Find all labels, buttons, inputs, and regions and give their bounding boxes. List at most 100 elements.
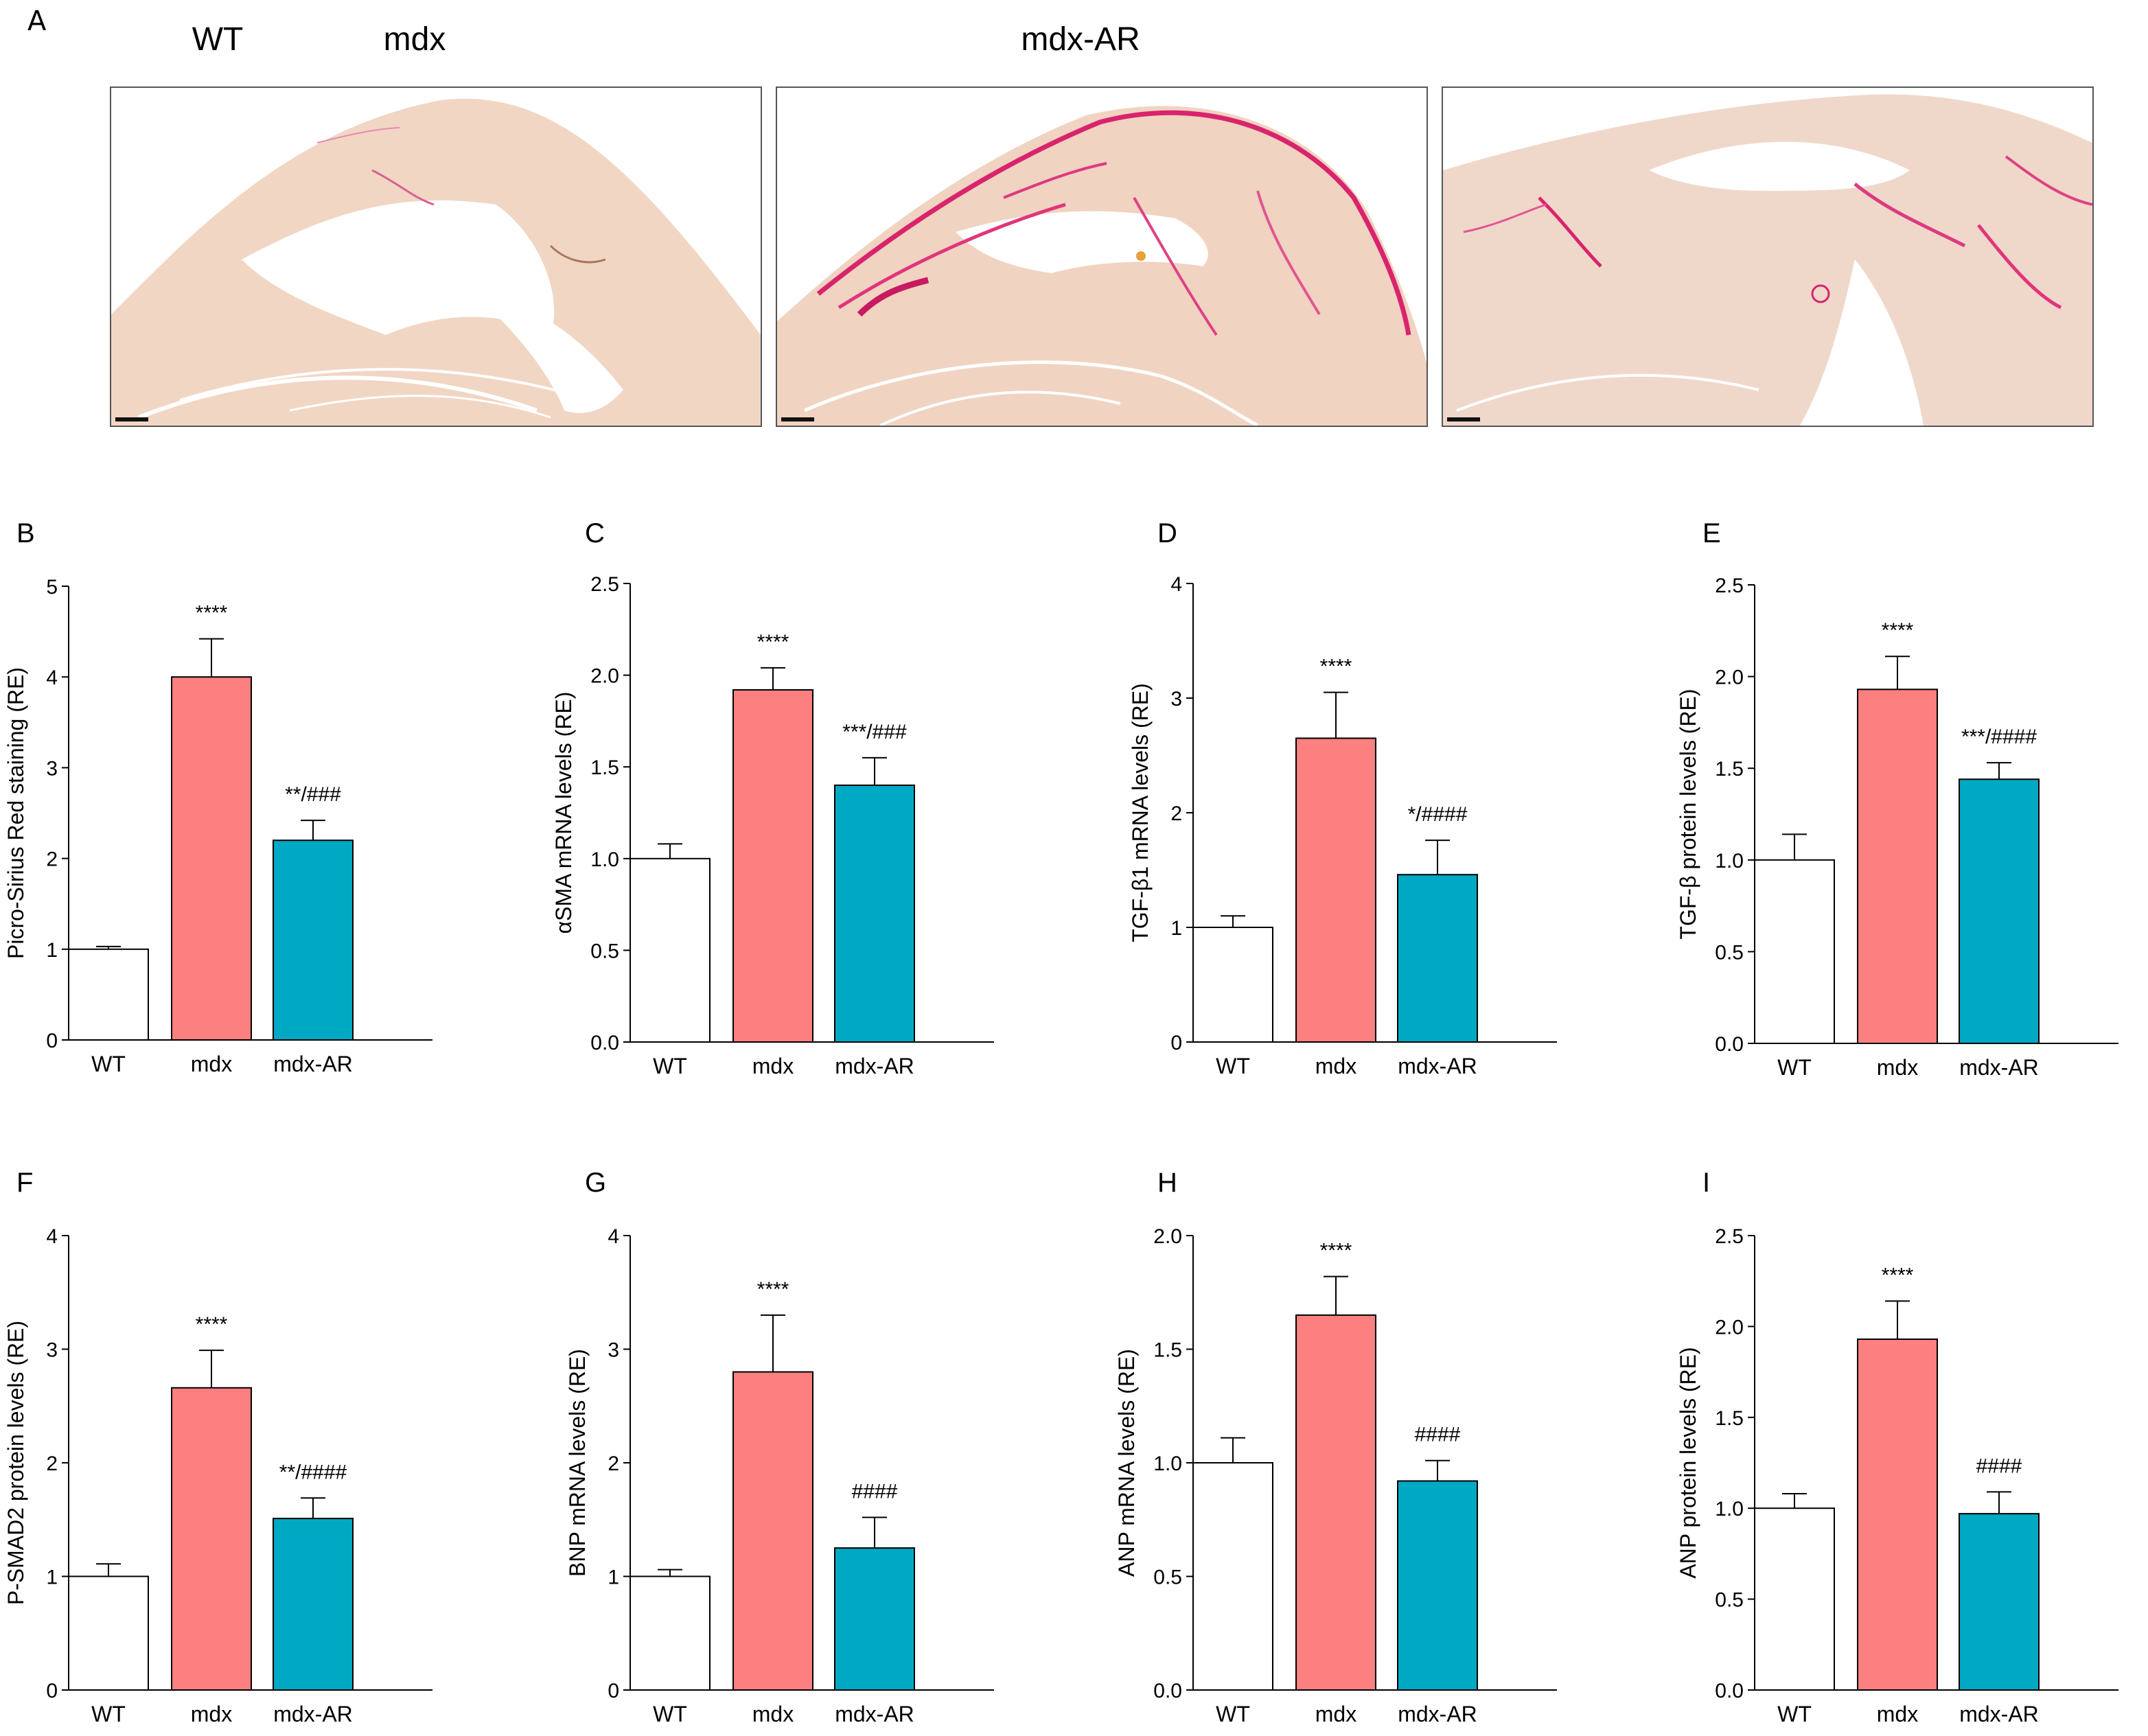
x-tick-label-h-mdx-ar: mdx-AR: [1398, 1702, 1477, 1726]
y-tick-label-d: 4: [1170, 573, 1182, 596]
bar-b-mdx: [171, 676, 252, 1041]
y-axis-label-d: TGF-β1 mRNA levels (RE): [1128, 683, 1153, 942]
bar-c-mdx-ar: [834, 784, 915, 1043]
panel-letter-i: I: [1702, 1168, 1710, 1198]
micrograph-mdx: [776, 86, 1428, 427]
y-tick-label-g: 2: [608, 1453, 619, 1475]
y-axis-label-c: αSMA mRNA levels (RE): [551, 692, 576, 934]
y-tick-label-e: 1.5: [1715, 758, 1744, 780]
image-title-mdx: mdx: [383, 21, 446, 58]
x-tick-label-g-wt: WT: [653, 1702, 687, 1726]
y-tick-label-c: 2.0: [590, 665, 619, 688]
x-tick-label-g-mdx: mdx: [752, 1702, 794, 1726]
y-tick-label-e: 2.5: [1715, 575, 1744, 597]
y-tick-label-b: 1: [46, 939, 58, 962]
y-tick-label-b: 0: [46, 1030, 58, 1052]
y-tick-label-i: 2.0: [1715, 1316, 1744, 1339]
panel-letter-d: D: [1157, 518, 1177, 548]
micrograph-mdx-ar-art: [1443, 88, 2092, 426]
x-tick-label-h-mdx: mdx: [1315, 1702, 1356, 1726]
y-tick-label-d: 3: [1170, 688, 1182, 710]
x-tick-label-b-mdx-ar: mdx-AR: [273, 1052, 353, 1076]
panel-letter-f: F: [16, 1168, 33, 1198]
x-tick-label-d-mdx: mdx: [1315, 1054, 1356, 1078]
significance-label-d-mdx-ar: */####: [1408, 803, 1468, 826]
significance-label-b-mdx-ar: **/###: [285, 783, 341, 806]
micrograph-wt-art: [111, 88, 761, 426]
bar-e-wt: [1754, 859, 1835, 1045]
y-tick-label-h: 2.0: [1153, 1225, 1182, 1248]
panel-letter-b: B: [16, 518, 35, 548]
significance-label-b-mdx: ****: [196, 602, 228, 625]
significance-label-f-mdx-ar: **/####: [279, 1461, 347, 1483]
significance-label-c-mdx: ****: [757, 631, 789, 653]
y-tick-label-f: 1: [46, 1566, 58, 1589]
panel-letter-h: H: [1157, 1168, 1177, 1198]
bar-i-wt: [1754, 1507, 1835, 1691]
micrograph-mdx-art: [777, 88, 1427, 426]
y-tick-label-d: 1: [1170, 917, 1182, 940]
x-tick-label-c-mdx: mdx: [752, 1054, 794, 1078]
significance-label-i-mdx: ****: [1882, 1264, 1914, 1286]
y-tick-label-f: 2: [46, 1453, 58, 1475]
y-tick-label-h: 0.0: [1153, 1680, 1182, 1702]
bar-g-mdx-ar: [834, 1547, 915, 1691]
y-axis-label-e: TGF-β protein levels (RE): [1676, 688, 1700, 939]
significance-label-c-mdx-ar: ***/###: [842, 721, 907, 743]
x-tick-label-d-wt: WT: [1216, 1054, 1250, 1078]
x-tick-label-c-wt: WT: [653, 1054, 687, 1078]
significance-label-g-mdx: ****: [757, 1278, 789, 1301]
bar-g-wt: [630, 1575, 711, 1691]
significance-label-f-mdx: ****: [196, 1313, 228, 1336]
micrograph-mdx-ar: [1442, 86, 2094, 427]
bar-h-mdx: [1295, 1314, 1376, 1691]
significance-label-h-mdx-ar: ####: [1415, 1424, 1461, 1446]
x-tick-label-f-wt: WT: [91, 1702, 126, 1726]
scale-bar-wt: [115, 417, 148, 421]
panel-letter-g: G: [585, 1168, 606, 1198]
y-tick-label-g: 0: [608, 1680, 619, 1702]
scale-bar-mdx-ar: [1447, 417, 1480, 421]
bar-c-wt: [630, 857, 711, 1043]
x-tick-label-b-mdx: mdx: [191, 1052, 232, 1076]
y-tick-label-e: 2.0: [1715, 667, 1744, 689]
bar-g-mdx: [732, 1371, 813, 1691]
x-tick-label-b-wt: WT: [91, 1052, 126, 1076]
bar-f-mdx: [171, 1387, 252, 1691]
bar-d-mdx-ar: [1397, 874, 1478, 1043]
x-tick-label-i-wt: WT: [1777, 1702, 1812, 1726]
significance-label-g-mdx-ar: ####: [852, 1480, 898, 1503]
image-title-wt: WT: [192, 21, 244, 58]
y-tick-label-b: 2: [46, 848, 58, 871]
y-tick-label-i: 1.0: [1715, 1498, 1744, 1520]
bar-b-wt: [68, 948, 149, 1041]
significance-label-e-mdx-ar: ***/####: [1961, 726, 2037, 748]
scale-bar-mdx: [781, 417, 814, 421]
y-tick-label-b: 3: [46, 757, 58, 780]
y-tick-label-i: 0.0: [1715, 1680, 1744, 1702]
significance-label-i-mdx-ar: ####: [1976, 1455, 2022, 1477]
bar-e-mdx-ar: [1959, 778, 2040, 1045]
x-tick-label-i-mdx-ar: mdx-AR: [1959, 1702, 2039, 1726]
x-tick-label-h-wt: WT: [1216, 1702, 1250, 1726]
y-tick-label-g: 1: [608, 1566, 619, 1589]
bar-e-mdx: [1857, 688, 1938, 1044]
significance-label-d-mdx: ****: [1320, 656, 1352, 678]
y-tick-label-f: 0: [46, 1680, 58, 1702]
x-tick-label-e-mdx-ar: mdx-AR: [1959, 1055, 2039, 1080]
x-tick-label-g-mdx-ar: mdx-AR: [835, 1702, 914, 1726]
y-axis-label-h: ANP mRNA levels (RE): [1114, 1349, 1139, 1577]
y-tick-label-i: 2.5: [1715, 1225, 1744, 1248]
y-tick-label-f: 3: [46, 1339, 58, 1362]
y-tick-label-c: 0.5: [590, 940, 619, 962]
y-tick-label-h: 1.5: [1153, 1339, 1182, 1362]
bar-h-mdx-ar: [1397, 1480, 1478, 1691]
y-axis-label-g: BNP mRNA levels (RE): [565, 1349, 590, 1577]
y-tick-label-h: 0.5: [1153, 1566, 1182, 1589]
y-tick-label-f: 4: [46, 1225, 58, 1248]
y-tick-label-c: 1.0: [590, 848, 619, 871]
x-tick-label-f-mdx-ar: mdx-AR: [273, 1702, 353, 1726]
x-tick-label-e-wt: WT: [1777, 1055, 1812, 1080]
y-tick-label-c: 1.5: [590, 756, 619, 779]
panel-letter-a: A: [27, 5, 47, 37]
